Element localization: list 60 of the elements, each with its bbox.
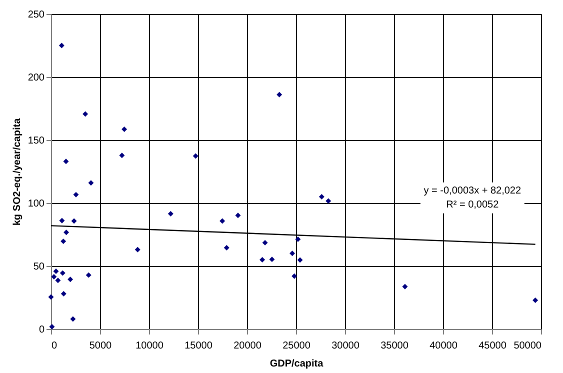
point (262, 240, 268, 246)
point (318, 194, 324, 200)
point (58, 42, 64, 48)
point (326, 198, 332, 204)
point (63, 158, 69, 164)
point (134, 246, 140, 252)
point (60, 238, 66, 244)
point (59, 218, 65, 224)
point (51, 274, 57, 280)
x-tick-label: 20000 (234, 340, 262, 352)
annotation: y = -0,0003x + 82,022 (424, 185, 522, 196)
y-tick-label: 150 (28, 136, 45, 146)
point (73, 192, 79, 198)
point (71, 218, 77, 224)
point (60, 290, 66, 296)
point (532, 298, 538, 304)
x-tick-label: 50000 (514, 340, 542, 352)
point (64, 230, 70, 236)
x-tick-label: 40000 (430, 340, 458, 352)
y-tick-label: 0 (38, 324, 45, 336)
point (53, 268, 59, 274)
point (48, 294, 54, 300)
x-tick-label: 35000 (380, 340, 409, 352)
point (235, 212, 241, 218)
x-tick-label: 5000 (89, 340, 112, 352)
point (290, 250, 296, 256)
point (55, 278, 61, 284)
point (295, 236, 301, 242)
point (168, 210, 174, 216)
point (402, 284, 408, 290)
point (224, 244, 230, 250)
x-tick-label: 0 (52, 340, 58, 352)
y-tick-label: 200 (28, 72, 45, 84)
point (60, 270, 66, 276)
point (82, 111, 88, 117)
point (119, 152, 125, 158)
x-tick-label: 10000 (136, 340, 164, 352)
point (276, 92, 282, 98)
point (70, 316, 76, 322)
point (88, 180, 94, 186)
x-tick-label: 15000 (184, 340, 213, 352)
x-tick-label: 30000 (332, 340, 360, 352)
y-axis-title: kg SO2-eq./year/capita (12, 118, 23, 226)
point (49, 324, 55, 330)
x-axis-title: GDP/capita (270, 358, 324, 370)
point (297, 257, 303, 263)
point (269, 256, 275, 262)
point (292, 273, 298, 279)
point (122, 126, 128, 132)
point (220, 218, 226, 224)
y-tick-label: 50 (33, 262, 45, 272)
annotation: R² = 0,0052 (446, 199, 500, 210)
y-tick-label: 100 (28, 198, 45, 210)
y-tick-label: 250 (28, 10, 45, 20)
point (192, 153, 198, 159)
x-tick-label: 45000 (478, 340, 507, 352)
x-tick-label: 25000 (282, 340, 311, 352)
point (68, 276, 74, 282)
point (260, 256, 266, 262)
point (86, 272, 92, 278)
